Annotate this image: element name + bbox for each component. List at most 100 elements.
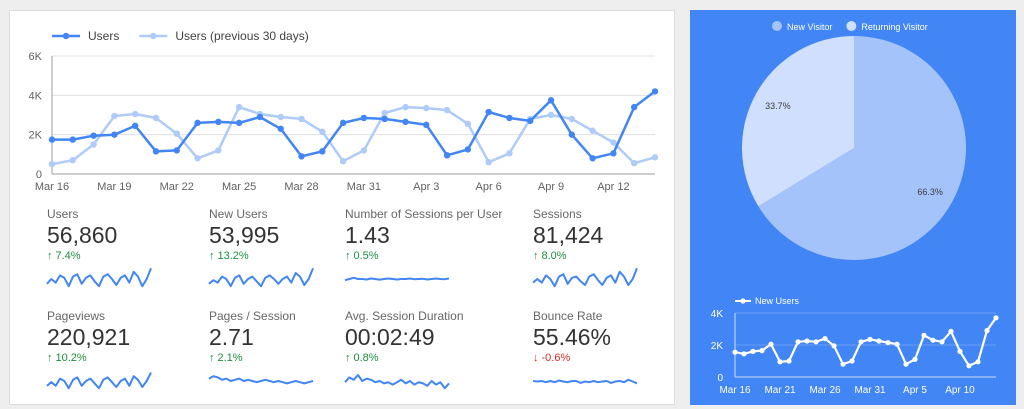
y-tick-label: 2K: [29, 130, 43, 142]
kpi-delta: ↓ -0.6%: [533, 352, 570, 364]
data-point: [768, 341, 774, 347]
arrow-up-icon: ↑: [345, 250, 351, 262]
data-point: [786, 358, 792, 364]
data-point: [464, 120, 472, 128]
data-point: [610, 139, 617, 146]
kpi-value: 1.43: [345, 222, 390, 248]
x-tick-label: Mar 25: [222, 181, 256, 193]
data-point: [69, 157, 76, 164]
data-point: [298, 153, 305, 160]
data-point: [402, 103, 409, 111]
kpi-delta: ↑ 7.4%: [47, 250, 81, 262]
kpi-title: New Users: [209, 207, 268, 221]
kpi-value: 81,424: [533, 222, 604, 248]
kpi-sparkline: [532, 378, 638, 385]
kpi-delta: ↑ 0.8%: [345, 352, 379, 364]
data-point: [547, 97, 555, 104]
sparkline-path: [344, 374, 450, 390]
data-point: [795, 339, 801, 345]
kpi-delta-value: 0.5%: [353, 250, 379, 262]
data-point: [732, 349, 738, 355]
data-point: [235, 119, 243, 127]
pie-slice: [758, 36, 966, 260]
data-point: [903, 361, 909, 367]
data-point: [651, 88, 659, 95]
legend-label: Users (previous 30 days): [175, 29, 308, 43]
data-point: [256, 113, 264, 121]
legend-label: New Visitor: [787, 22, 832, 32]
data-point: [939, 339, 945, 345]
x-tick-label: Apr 10: [945, 385, 975, 396]
kpi-delta-value: 2.1%: [217, 352, 243, 364]
x-tick-label: Mar 19: [97, 181, 131, 193]
arrow-down-icon: ↓: [533, 352, 539, 364]
kpi-delta-value: 0.8%: [353, 352, 379, 364]
data-point: [339, 119, 347, 127]
kpi-value: 00:02:49: [345, 324, 435, 350]
x-tick-label: Mar 16: [719, 385, 751, 396]
data-point: [568, 115, 576, 123]
data-point: [131, 122, 139, 130]
kpi-delta-value: 13.2%: [217, 250, 249, 262]
data-point: [876, 338, 882, 344]
data-point: [360, 114, 368, 122]
data-point: [485, 108, 492, 116]
data-point: [840, 361, 846, 367]
x-tick-label: Mar 26: [809, 385, 841, 396]
data-point: [813, 339, 819, 345]
legend-swatch-dot: [150, 32, 157, 40]
data-point: [975, 359, 981, 365]
data-point: [215, 147, 222, 154]
kpi-title: Avg. Session Duration: [345, 309, 464, 323]
data-point: [930, 337, 936, 343]
kpi-delta-value: 8.0%: [541, 250, 567, 262]
data-point: [298, 115, 305, 123]
x-tick-label: Mar 31: [854, 385, 886, 396]
x-tick-label: Apr 12: [597, 181, 629, 193]
data-point: [485, 159, 492, 166]
legend-swatch-dot: [62, 32, 70, 40]
data-point: [631, 103, 638, 111]
legend-label: Users: [88, 29, 119, 43]
data-point: [152, 148, 160, 155]
kpi-delta-value: -0.6%: [541, 352, 571, 364]
data-point: [750, 348, 756, 354]
data-point: [506, 150, 513, 157]
x-tick-label: Mar 21: [764, 385, 796, 396]
left-panel: 0 2K 4K 6K Mar 16 Mar 19 Mar 22 Mar 25 Mar 28 Mar…: [9, 10, 675, 405]
data-point: [957, 348, 963, 354]
data-point: [111, 112, 118, 120]
data-point: [319, 148, 326, 155]
data-point: [867, 336, 873, 342]
data-point: [506, 114, 513, 122]
data-point: [402, 118, 409, 126]
x-tick-label: Mar 31: [347, 181, 381, 193]
data-point: [858, 339, 864, 345]
data-point: [777, 359, 783, 365]
kpi-title: Users: [47, 207, 79, 221]
kpi-value: 2.71: [209, 324, 254, 350]
data-point: [194, 119, 201, 127]
series-line: [734, 317, 997, 367]
sparkline-path: [344, 276, 450, 282]
data-point: [423, 104, 430, 112]
right-panel: 66.3% 33.7% New Visitor Returning Visitor 0…: [690, 10, 1016, 405]
data-point: [759, 348, 765, 354]
data-point: [360, 147, 368, 154]
data-point: [885, 340, 891, 346]
data-point: [651, 154, 659, 161]
legend-label: New Users: [755, 296, 800, 306]
data-point: [319, 128, 326, 135]
data-point: [912, 356, 918, 362]
data-point: [610, 150, 617, 157]
kpi-sparkline: [208, 267, 314, 288]
sparkline-path: [208, 267, 314, 288]
data-point: [443, 106, 451, 114]
data-point: [984, 328, 990, 334]
kpi-value: 220,921: [47, 324, 131, 350]
y-tick-label: 4K: [29, 90, 43, 102]
kpi-delta-value: 10.2%: [55, 352, 87, 364]
arrow-up-icon: ↑: [47, 352, 53, 364]
data-point: [568, 131, 576, 138]
pie-slice-label: 66.3%: [917, 187, 943, 197]
